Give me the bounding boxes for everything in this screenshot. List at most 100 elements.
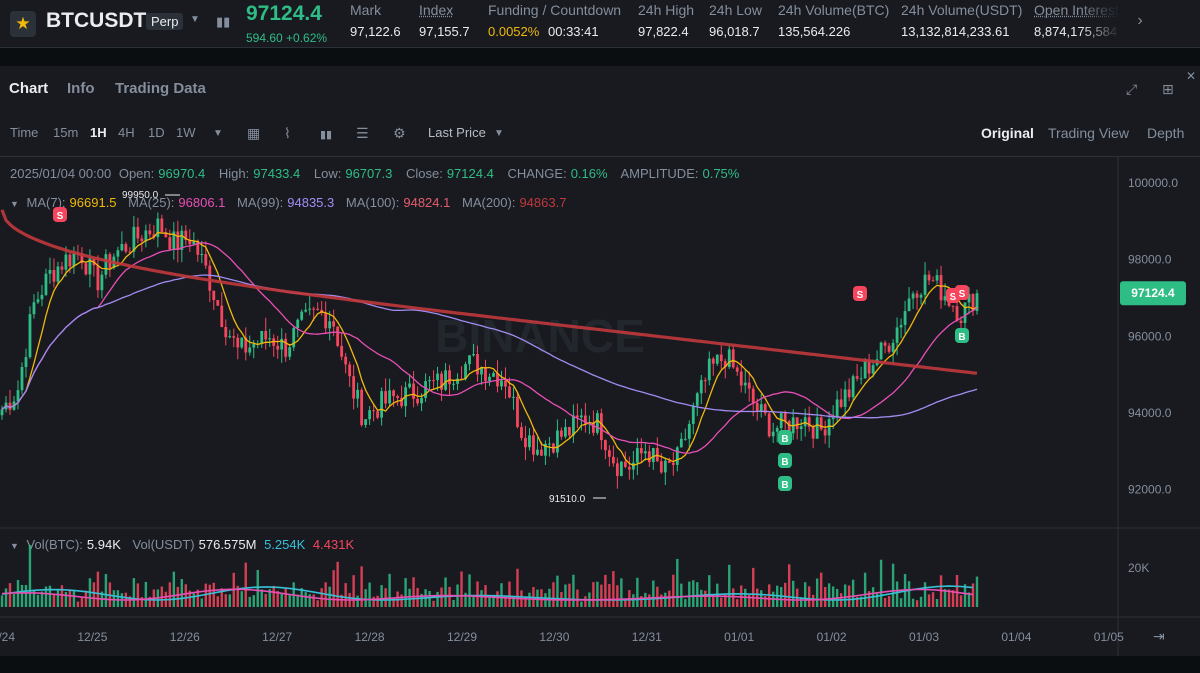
volume-bar [28,544,32,607]
volume-bar [624,599,627,607]
interval-4h[interactable]: 4H [118,125,135,140]
candle-body [52,270,56,282]
volume-bar [12,594,16,607]
ohlc-change-label: CHANGE: [507,166,567,181]
price-type-select[interactable]: Last Price [428,125,486,140]
candle-body [464,364,467,380]
tab-info[interactable]: Info [67,80,95,97]
tab-chart[interactable]: Chart [9,80,49,97]
candle-body [428,380,431,382]
volume-bar [935,599,939,607]
candle-body [595,413,599,433]
candle-body [420,397,423,404]
interval-1w[interactable]: 1W [176,125,196,140]
interval-15m[interactable]: 15m [53,125,79,140]
ma99-value: 94835.3 [287,195,335,210]
candle-body [100,274,104,291]
template-icon[interactable]: ☰ [356,126,369,142]
candle-body [0,409,4,416]
expand-icon[interactable]: ⤢ [1126,82,1137,98]
volume-bar [492,597,495,607]
volume-bar [580,601,583,607]
tab-trading-data[interactable]: Trading Data [115,80,206,97]
candle-body [879,342,883,360]
interval-more-chevron-icon[interactable]: ▼ [213,128,223,139]
price-type-chevron-icon[interactable]: ▼ [494,128,504,139]
volume-bar [128,596,132,607]
volume-bar [204,583,207,607]
volume-bar [176,586,180,607]
indicator-icon[interactable]: ⌇ [284,126,291,142]
volume-bar [943,589,947,607]
volume-bar [188,590,192,607]
candle-body [372,410,376,412]
candle-body [891,342,895,352]
ohlc-high: 97433.4 [253,166,301,181]
volume-bar [148,596,152,607]
volume-bar [947,589,951,607]
close-icon[interactable]: ✕ [1186,69,1196,83]
volume-bar [300,588,303,607]
ma-legend-chevron-icon[interactable]: ▼ [10,199,19,209]
vol-legend-chevron-icon[interactable]: ▼ [10,541,19,551]
symbol-name[interactable]: BTCUSDT [46,9,147,32]
gear-icon[interactable]: ⚙ [393,126,406,142]
volume-bar [959,595,963,607]
stat-24h-high-value: 97,822.4 [638,24,689,39]
volume-bar [252,595,255,607]
candle-body [32,302,36,315]
view-depth[interactable]: Depth [1147,125,1185,141]
volume-bar [724,594,727,607]
volume-bar [8,583,12,607]
volume-bar [248,596,251,607]
scroll-to-latest-icon[interactable]: ⇥ [1153,629,1165,645]
volume-bar [736,599,739,607]
volume-bar [684,599,687,607]
candle-body [456,378,459,384]
candle-body [895,327,899,343]
stat-mark-value: 97,122.6 [350,24,401,39]
stat-index-label[interactable]: Index [419,2,454,18]
favorite-star-icon[interactable]: ★ [10,11,36,37]
candle-body [292,328,296,348]
candle-body [96,265,100,291]
stat-24h-vol-btc-value: 135,564.226 [778,24,851,39]
candle-type-icon[interactable]: ▮▮ [320,128,332,141]
chevron-right-icon[interactable]: › [1137,12,1143,29]
last-price-tag-label: 97124.4 [1131,286,1175,300]
volume-bar [883,597,887,607]
ma25-label: MA(25): [128,195,175,210]
view-trading-view[interactable]: Trading View [1048,125,1129,141]
interval-1d[interactable]: 1D [148,125,165,140]
candle-body [332,321,336,327]
volume-bar [184,584,188,607]
interval-time[interactable]: Time [10,125,39,140]
watermark: BINANCE [435,310,645,362]
last-price-tag [1120,281,1186,306]
chevron-down-icon[interactable]: ▼ [190,14,200,25]
calendar-icon[interactable]: ▦ [247,126,260,142]
book-icon[interactable]: ▮▮ [216,14,231,29]
volume-bar [700,589,703,607]
layout-grid-icon[interactable]: ⊞ [1162,82,1174,98]
volume-bar [140,597,144,607]
candle-body [556,430,559,453]
view-original[interactable]: Original [981,125,1034,141]
volume-bar [168,582,172,607]
candle-body [120,244,124,251]
volume-bar [672,574,675,607]
volume-bar [288,593,291,607]
interval-1h[interactable]: 1H [90,125,107,140]
candle-body [204,254,208,266]
volume-bar [500,583,503,607]
volume-bar [488,596,491,607]
time-tick-label: 12/29 [447,630,477,644]
candle-body [20,367,24,391]
volume-bar [468,574,471,607]
volume-bar [728,564,731,607]
volume-bar [0,595,4,607]
volume-bar [576,589,579,607]
volume-bar [136,583,140,607]
stat-index-value: 97,155.7 [419,24,470,39]
